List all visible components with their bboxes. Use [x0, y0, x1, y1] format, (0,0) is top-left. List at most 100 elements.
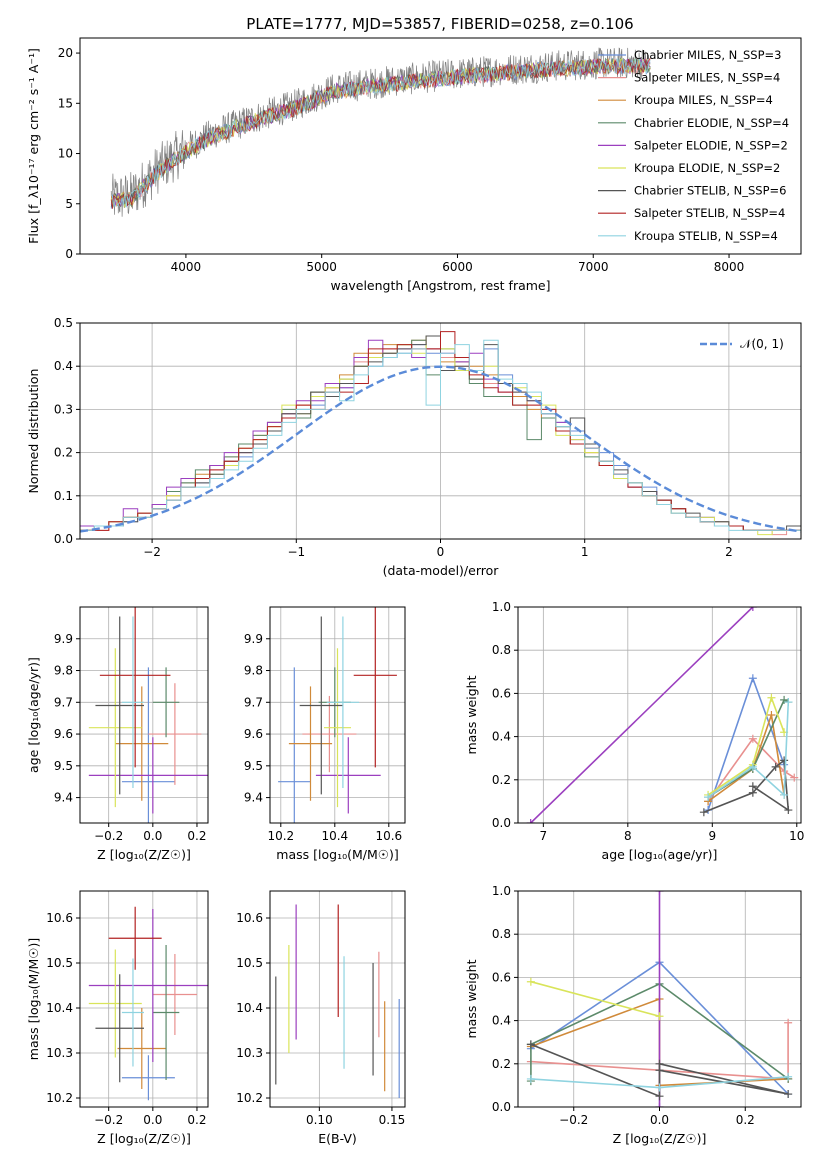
data-point-marker: [784, 1018, 793, 1027]
panel-weight_vs_Z: −0.2 0.0 0.2 0.0 0.2 0.4 0.6 0.8 1.0 Z [log₁₀(Z/Z…: [464, 884, 802, 1146]
data-point-marker: [780, 695, 789, 704]
y-tick-label: 0.2: [54, 446, 73, 460]
y-tick-label: 9.6: [244, 727, 263, 741]
y-tick-label: 0.0: [492, 1100, 511, 1114]
y-tick-label: 1.0: [492, 600, 511, 614]
errorbar-point: [108, 906, 162, 970]
y-axis-label: Flux [f_λ10⁻¹⁷ erg cm⁻² s⁻¹ A⁻¹]: [26, 48, 41, 244]
y-tick-label: 0.2: [492, 1057, 511, 1071]
y-tick-label: 9.9: [244, 632, 263, 646]
y-axis-label: mass [log₁₀(M/M☉)]: [26, 938, 41, 1060]
y-tick-label: 10.6: [46, 911, 73, 925]
data-point-marker: [655, 1066, 664, 1075]
errorbar-point: [324, 648, 351, 808]
x-tick-label: 9: [708, 829, 716, 843]
y-tick-label: 0.6: [492, 686, 511, 700]
legend-label: Salpeter MILES, N_SSP=4: [634, 71, 780, 85]
x-tick-label: 10.4: [321, 829, 348, 843]
x-tick-label: −0.2: [94, 1113, 123, 1127]
x-tick-label: 0.0: [650, 1113, 669, 1127]
plot-area-weight_vs_Z: [526, 891, 793, 1107]
x-tick-label: −0.2: [559, 1113, 588, 1127]
axes-frame: [269, 606, 406, 824]
x-tick-label: 8: [624, 829, 632, 843]
data-point-marker: [655, 1092, 664, 1101]
y-tick-label: 5: [65, 197, 73, 211]
y-tick-label: 9.4: [244, 791, 263, 805]
x-tick-label: 5000: [306, 260, 337, 274]
x-tick-label: 0.2: [187, 1113, 206, 1127]
y-tick-label: 9.8: [54, 664, 73, 678]
x-tick-label: 0: [437, 545, 445, 559]
plot-area-age_vs_mass: [278, 607, 397, 823]
data-point-marker: [748, 782, 757, 791]
errorbar-point: [115, 686, 169, 801]
x-axis-label: wavelength [Angstrom, rest frame]: [330, 278, 550, 293]
y-tick-label: 10.6: [236, 911, 263, 925]
y-tick-label: 0.4: [54, 359, 73, 373]
legend-label: Salpeter STELIB, N_SSP=4: [634, 206, 785, 220]
panel-age_vs_mass: 10.2 10.4 10.6 9.4 9.5 9.6 9.7 9.8 9.9 mass [log₁…: [244, 606, 406, 862]
y-tick-label: 10.2: [236, 1091, 263, 1105]
data-point-marker: [655, 1083, 664, 1092]
x-tick-label: 6000: [442, 260, 473, 274]
plot-area-spectrum: [110, 47, 651, 217]
x-tick-label: 0.0: [143, 829, 162, 843]
y-tick-label: 10.3: [236, 1046, 263, 1060]
errorbar-point: [315, 737, 381, 814]
series-line: [530, 607, 754, 823]
data-point-marker: [790, 773, 799, 782]
errorbar-point: [152, 954, 197, 1035]
x-tick-label: 4000: [171, 260, 202, 274]
axes-frame: [517, 606, 802, 824]
y-tick-label: 10.3: [46, 1046, 73, 1060]
panel-spectrum: 4000 5000 6000 7000 8000 0 5 10 15 20 wavelength […: [26, 37, 802, 293]
y-axis-label: mass weight: [464, 959, 479, 1038]
plot-area-residuals: [80, 331, 801, 536]
y-tick-label: 10.4: [46, 1001, 73, 1015]
x-tick-label: 0.0: [143, 1113, 162, 1127]
errorbar-point: [353, 607, 397, 768]
y-tick-label: 0.5: [54, 316, 73, 330]
y-tick-label: 0.1: [54, 489, 73, 503]
panel-residuals: −2 −1 0 1 2 0.0 0.1 0.2 0.3 0.4 0.5 (data-model)/er…: [26, 316, 802, 578]
y-tick-label: 9.5: [244, 759, 263, 773]
y-tick-label: 10.4: [236, 1001, 263, 1015]
series-line: [707, 737, 795, 802]
series-line: [707, 695, 785, 796]
gaussian-curve: [80, 365, 801, 533]
histogram-step-line: [80, 339, 801, 531]
panel-weight_vs_age: 7 8 9 10 0.0 0.2 0.4 0.6 0.8 1.0 age [log₁₀(age/yr…: [464, 600, 804, 862]
y-tick-label: 9.8: [244, 664, 263, 678]
data-point-marker: [748, 607, 757, 611]
x-tick-label: 10: [789, 829, 804, 843]
data-point-marker: [526, 1040, 535, 1049]
x-tick-label: 10.6: [375, 829, 402, 843]
y-tick-label: 20: [58, 46, 73, 60]
model-spectrum-line: [110, 57, 651, 208]
x-tick-label: −1: [287, 545, 305, 559]
plot-area-weight_vs_age: [526, 607, 799, 823]
legend-label: Kroupa ELODIE, N_SSP=2: [634, 161, 780, 175]
data-point-marker: [704, 793, 713, 802]
data-point-marker: [784, 698, 793, 707]
series-line: [530, 980, 660, 1018]
y-tick-label: 9.4: [54, 791, 73, 805]
errorbar-point: [121, 616, 144, 789]
legend: Chabrier MILES, N_SSP=3 Salpeter MILES, N…: [598, 48, 789, 243]
x-tick-label: 0.2: [187, 829, 206, 843]
series-line: [707, 714, 785, 803]
plot-area-age_vs_Z: [88, 607, 208, 823]
errorbar-point: [88, 949, 142, 1058]
data-point-marker: [767, 711, 776, 719]
errorbar-point: [148, 683, 202, 785]
y-axis-label: mass weight: [464, 675, 479, 754]
y-tick-label: 0.8: [492, 927, 511, 941]
data-point-marker: [748, 762, 757, 771]
legend-label: Chabrier MILES, N_SSP=3: [634, 48, 781, 62]
y-axis-label: age [log₁₀(age/yr)]: [26, 657, 41, 773]
x-tick-label: 0.15: [379, 1113, 406, 1127]
data-point-marker: [748, 674, 757, 683]
data-point-marker: [771, 762, 780, 771]
